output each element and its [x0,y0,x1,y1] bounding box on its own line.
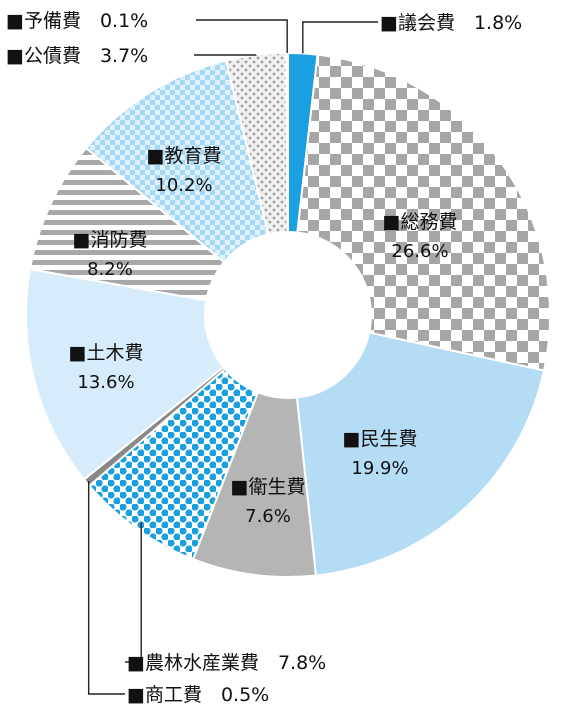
slice-予備費-wedge [285,51,289,234]
leader-line-gikai [302,21,378,54]
slice-農林水産業費-label: ■農林水産業費 7.8% [127,652,326,674]
leader-lines [87,19,378,695]
slices-layer [25,51,551,578]
slice-衛生費-label: ■衛生費 7.6% [231,476,306,527]
slice-予備費-label: ■予備費 0.1% [6,10,148,32]
slice-総務費-label: ■総務費 26.6% [383,211,458,262]
slice-公債費-label: ■公債費 3.7% [6,45,148,67]
slice-教育費-label: ■教育費 10.2% [147,145,222,196]
slice-商工費-label: ■商工費 0.5% [127,684,269,706]
leader-line-yobi [196,19,288,54]
leader-line-shoukou [87,480,125,695]
donut-hole [205,232,371,398]
slice-土木費-label: ■土木費 13.6% [69,342,144,393]
leader-line-nourin [125,522,142,663]
slice-消防費-label: ■消防費 8.2% [73,229,148,280]
slice-議会費-label: ■議会費 1.8% [380,12,522,34]
data-labels: ■総務費 26.6% ■民生費 19.9% ■衛生費 7.6% ■土木費 13.6% ■消防費 8… [6,10,522,706]
slice-民生費-label: ■民生費 19.9% [343,428,418,479]
